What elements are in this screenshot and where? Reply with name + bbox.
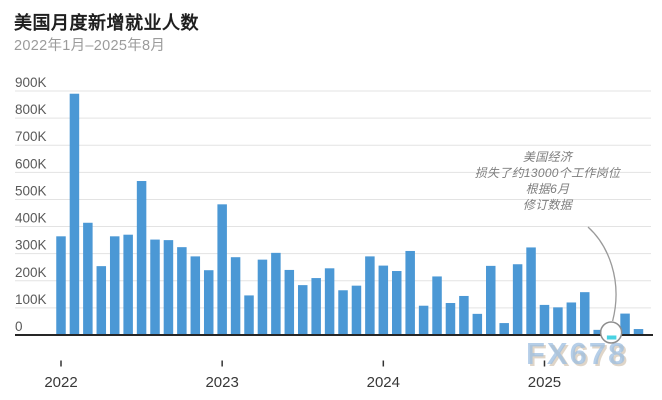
bar[interactable] (633, 329, 644, 335)
bar[interactable] (526, 247, 536, 335)
bar[interactable] (203, 270, 214, 335)
bar[interactable] (324, 268, 335, 335)
annotation-line-4: 修订数据 (522, 198, 573, 212)
bar-negative[interactable] (606, 335, 617, 340)
bar[interactable] (257, 259, 268, 335)
bar[interactable] (297, 285, 308, 335)
y-axis-label: 700K (15, 129, 47, 144)
x-axis-label: 2024 (367, 374, 400, 391)
bar[interactable] (445, 303, 456, 335)
bar[interactable] (69, 93, 80, 335)
bar[interactable] (486, 265, 496, 335)
bar[interactable] (405, 250, 415, 335)
bar[interactable] (499, 323, 509, 335)
bar[interactable] (365, 256, 375, 335)
y-axis-label: 800K (15, 102, 47, 117)
bar[interactable] (163, 240, 174, 335)
annotation-line-2: 损失了约13000个工作岗位 (474, 166, 621, 180)
bar[interactable] (56, 236, 66, 335)
bar[interactable] (580, 292, 590, 335)
x-axis-line (15, 334, 653, 336)
x-axis-label: 2022 (44, 374, 77, 391)
chart-annotation: 美国经济 损失了约13000个工作岗位 根据6月 修订数据 (440, 149, 655, 213)
y-axis-label: 0 (15, 319, 23, 334)
bar[interactable] (620, 313, 630, 335)
bar[interactable] (566, 302, 577, 335)
bar[interactable] (230, 257, 241, 335)
bar[interactable] (351, 285, 362, 335)
bar[interactable] (83, 222, 93, 335)
annotation-leader-line (587, 226, 617, 322)
bar[interactable] (150, 239, 160, 335)
bar[interactable] (459, 295, 469, 335)
bar[interactable] (432, 276, 442, 335)
y-axis-label: 200K (15, 265, 47, 280)
bar[interactable] (244, 295, 254, 335)
annotation-line-1: 美国经济 (522, 150, 573, 164)
bar[interactable] (539, 304, 550, 335)
bar[interactable] (472, 313, 483, 335)
bar[interactable] (553, 307, 563, 335)
bar[interactable] (96, 266, 107, 335)
bar[interactable] (338, 290, 348, 335)
bar[interactable] (512, 264, 523, 335)
x-axis-label: 2025 (528, 374, 561, 391)
bar[interactable] (284, 269, 295, 335)
y-axis-label: 600K (15, 156, 47, 171)
y-axis-label: 500K (15, 183, 47, 198)
chart-subtitle: 2022年1月–2025年8月 (14, 38, 166, 54)
x-axis-label: 2023 (205, 374, 238, 391)
bar[interactable] (311, 278, 321, 335)
y-axis-label: 900K (15, 75, 47, 90)
y-axis-label: 400K (15, 211, 47, 226)
y-axis-label: 100K (15, 292, 47, 307)
bar[interactable] (418, 305, 429, 335)
chart-title: 美国月度新增就业人数 (14, 13, 199, 33)
bar[interactable] (593, 329, 603, 335)
bar[interactable] (136, 181, 147, 335)
highlight-circle (599, 321, 623, 344)
bar[interactable] (109, 236, 120, 335)
bar[interactable] (177, 247, 187, 335)
y-axis-label: 300K (15, 238, 47, 253)
annotation-line-3: 根据6月 (525, 182, 570, 196)
bar[interactable] (190, 256, 201, 335)
bar[interactable] (378, 265, 389, 335)
bar[interactable] (217, 204, 227, 335)
bar[interactable] (392, 271, 402, 335)
bar[interactable] (271, 252, 281, 335)
bar[interactable] (123, 234, 133, 335)
